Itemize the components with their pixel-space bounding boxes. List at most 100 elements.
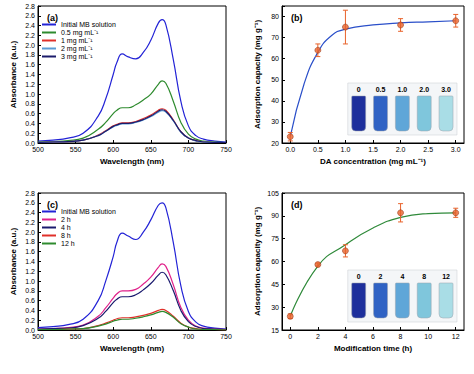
svg-text:2.8: 2.8 xyxy=(25,3,35,10)
svg-text:0.5: 0.5 xyxy=(313,146,323,153)
svg-text:500: 500 xyxy=(32,146,44,153)
svg-text:1.0: 1.0 xyxy=(341,146,351,153)
svg-text:2 h: 2 h xyxy=(61,216,71,223)
svg-text:45: 45 xyxy=(271,281,279,288)
svg-text:12: 12 xyxy=(442,273,450,280)
svg-text:2.4: 2.4 xyxy=(25,209,35,216)
svg-text:2: 2 xyxy=(379,273,383,280)
svg-text:2.6: 2.6 xyxy=(25,199,35,206)
svg-text:8 h: 8 h xyxy=(61,232,71,239)
svg-text:3.0: 3.0 xyxy=(441,86,451,93)
svg-text:600: 600 xyxy=(107,146,119,153)
svg-text:60: 60 xyxy=(271,55,279,62)
svg-text:2.5: 2.5 xyxy=(423,146,433,153)
svg-text:DA concentration (mg mL⁻¹): DA concentration (mg mL⁻¹) xyxy=(320,157,426,166)
svg-text:1.2: 1.2 xyxy=(25,81,35,88)
svg-text:Absorbance (a.u.): Absorbance (a.u.) xyxy=(9,40,18,108)
svg-text:4: 4 xyxy=(400,273,404,280)
svg-text:Adsorption capacity (mg g⁻¹): Adsorption capacity (mg g⁻¹) xyxy=(253,207,262,317)
svg-text:Absorbance (a.u.): Absorbance (a.u.) xyxy=(9,227,18,295)
svg-text:105: 105 xyxy=(267,190,279,197)
svg-text:80: 80 xyxy=(271,13,279,20)
svg-text:90: 90 xyxy=(271,212,279,219)
svg-text:(a): (a) xyxy=(47,13,58,23)
svg-text:1.2: 1.2 xyxy=(25,268,35,275)
svg-text:Initial MB solution: Initial MB solution xyxy=(61,21,116,28)
svg-text:650: 650 xyxy=(145,146,157,153)
svg-text:Modification time (h): Modification time (h) xyxy=(334,344,413,353)
svg-text:0.6: 0.6 xyxy=(25,110,35,117)
svg-text:1.6: 1.6 xyxy=(25,61,35,68)
svg-text:700: 700 xyxy=(183,333,195,340)
svg-text:2.2: 2.2 xyxy=(25,32,35,39)
svg-text:0.4: 0.4 xyxy=(25,307,35,314)
svg-text:3 mg mL⁻¹: 3 mg mL⁻¹ xyxy=(61,53,93,61)
svg-text:600: 600 xyxy=(107,333,119,340)
svg-text:0: 0 xyxy=(288,333,292,340)
svg-text:3.0: 3.0 xyxy=(451,146,461,153)
svg-text:2.4: 2.4 xyxy=(25,22,35,29)
svg-text:1.0: 1.0 xyxy=(398,86,408,93)
svg-text:2.0: 2.0 xyxy=(25,42,35,49)
svg-text:1 mg mL⁻¹: 1 mg mL⁻¹ xyxy=(61,37,93,45)
svg-text:1.6: 1.6 xyxy=(25,248,35,255)
svg-text:0: 0 xyxy=(357,86,361,93)
svg-text:750: 750 xyxy=(220,333,232,340)
svg-text:1.4: 1.4 xyxy=(25,71,35,78)
svg-text:10: 10 xyxy=(424,333,432,340)
svg-text:15: 15 xyxy=(271,327,279,334)
svg-text:1.8: 1.8 xyxy=(25,51,35,58)
svg-text:Wavelength (nm): Wavelength (nm) xyxy=(100,157,164,166)
svg-text:(d): (d) xyxy=(291,200,303,210)
svg-text:0.5: 0.5 xyxy=(376,86,386,93)
svg-text:550: 550 xyxy=(70,333,82,340)
svg-text:700: 700 xyxy=(183,146,195,153)
svg-text:2.6: 2.6 xyxy=(25,12,35,19)
svg-text:0.2: 0.2 xyxy=(25,317,35,324)
svg-text:0.8: 0.8 xyxy=(25,287,35,294)
svg-text:750: 750 xyxy=(220,146,232,153)
svg-text:550: 550 xyxy=(70,146,82,153)
svg-text:2 mg mL⁻¹: 2 mg mL⁻¹ xyxy=(61,45,93,53)
svg-text:1.8: 1.8 xyxy=(25,238,35,245)
svg-text:0.0: 0.0 xyxy=(285,146,295,153)
svg-text:2.0: 2.0 xyxy=(396,146,406,153)
svg-text:0: 0 xyxy=(357,273,361,280)
svg-text:2.0: 2.0 xyxy=(25,229,35,236)
svg-text:(b): (b) xyxy=(291,13,303,23)
svg-text:1.5: 1.5 xyxy=(368,146,378,153)
svg-text:0.6: 0.6 xyxy=(25,297,35,304)
svg-text:1.0: 1.0 xyxy=(25,91,35,98)
svg-text:8: 8 xyxy=(399,333,403,340)
svg-text:1.0: 1.0 xyxy=(25,278,35,285)
svg-text:2: 2 xyxy=(316,333,320,340)
svg-text:1.4: 1.4 xyxy=(25,258,35,265)
svg-text:8: 8 xyxy=(422,273,426,280)
svg-text:70: 70 xyxy=(271,34,279,41)
svg-text:30: 30 xyxy=(271,304,279,311)
svg-text:2.2: 2.2 xyxy=(25,219,35,226)
svg-text:Initial MB solution: Initial MB solution xyxy=(61,208,116,215)
svg-text:0.4: 0.4 xyxy=(25,120,35,127)
svg-text:6: 6 xyxy=(371,333,375,340)
svg-text:Wavelength (nm): Wavelength (nm) xyxy=(100,344,164,353)
svg-text:75: 75 xyxy=(271,235,279,242)
svg-text:0.2: 0.2 xyxy=(25,130,35,137)
svg-text:20: 20 xyxy=(271,140,279,147)
svg-text:0.5 mg mL⁻¹: 0.5 mg mL⁻¹ xyxy=(61,29,99,37)
svg-text:(c): (c) xyxy=(47,200,58,210)
svg-text:650: 650 xyxy=(145,333,157,340)
svg-text:4 h: 4 h xyxy=(61,224,71,231)
svg-text:12: 12 xyxy=(452,333,460,340)
svg-text:30: 30 xyxy=(271,118,279,125)
svg-text:2.8: 2.8 xyxy=(25,190,35,197)
svg-text:50: 50 xyxy=(271,76,279,83)
svg-text:Adsorption capacity (mg g⁻¹): Adsorption capacity (mg g⁻¹) xyxy=(253,20,262,130)
svg-text:2.0: 2.0 xyxy=(419,86,429,93)
svg-text:12 h: 12 h xyxy=(61,240,75,247)
svg-text:60: 60 xyxy=(271,258,279,265)
svg-text:0.8: 0.8 xyxy=(25,100,35,107)
svg-text:500: 500 xyxy=(32,333,44,340)
svg-text:4: 4 xyxy=(343,333,347,340)
svg-text:40: 40 xyxy=(271,97,279,104)
